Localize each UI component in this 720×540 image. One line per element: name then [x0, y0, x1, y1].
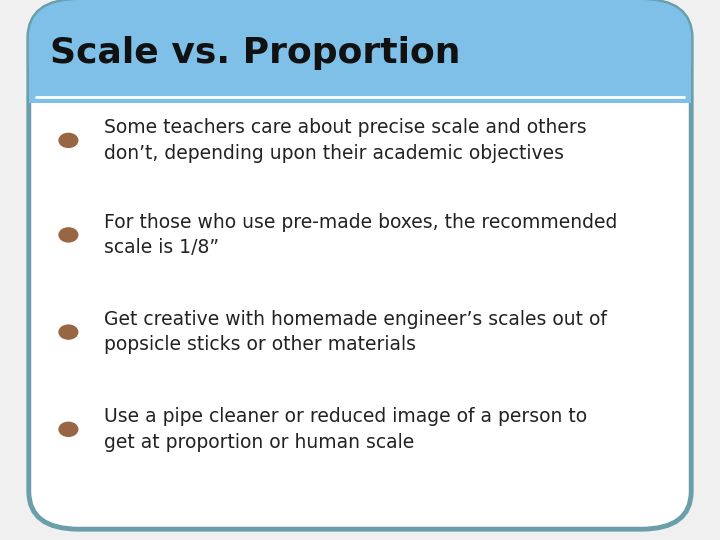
- FancyBboxPatch shape: [29, 0, 691, 529]
- Circle shape: [59, 228, 78, 242]
- Circle shape: [59, 133, 78, 147]
- Text: Some teachers care about precise scale and others
don’t, depending upon their ac: Some teachers care about precise scale a…: [104, 118, 587, 163]
- FancyBboxPatch shape: [29, 70, 691, 103]
- FancyBboxPatch shape: [29, 0, 691, 103]
- Text: Use a pipe cleaner or reduced image of a person to
get at proportion or human sc: Use a pipe cleaner or reduced image of a…: [104, 407, 588, 451]
- Text: Get creative with homemade engineer’s scales out of
popsicle sticks or other mat: Get creative with homemade engineer’s sc…: [104, 310, 607, 354]
- Text: Scale vs. Proportion: Scale vs. Proportion: [50, 37, 461, 70]
- Text: For those who use pre-made boxes, the recommended
scale is 1/8”: For those who use pre-made boxes, the re…: [104, 213, 618, 257]
- Circle shape: [59, 325, 78, 339]
- Circle shape: [59, 422, 78, 436]
